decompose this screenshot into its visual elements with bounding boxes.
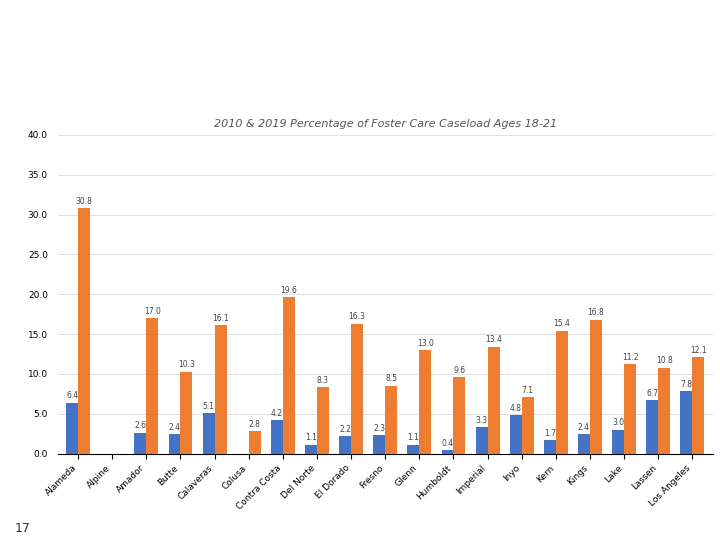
Text: 3.0: 3.0 — [612, 418, 624, 427]
Bar — [612, 430, 624, 454]
Bar — [215, 325, 227, 454]
Text: 19.6: 19.6 — [280, 286, 297, 295]
Text: 8.5: 8.5 — [385, 374, 397, 383]
Bar — [168, 435, 181, 454]
Bar — [317, 388, 329, 454]
Text: 13.4: 13.4 — [485, 335, 502, 345]
Text: 30.8: 30.8 — [76, 197, 92, 206]
Bar — [590, 320, 602, 454]
Text: 2.3: 2.3 — [373, 424, 385, 433]
Text: 2.6: 2.6 — [135, 422, 146, 430]
Bar — [647, 400, 658, 454]
Text: 10.8: 10.8 — [656, 356, 672, 365]
Bar — [351, 323, 363, 454]
Bar — [305, 445, 317, 454]
Bar — [487, 347, 500, 454]
Bar — [476, 427, 487, 454]
Text: 3.3: 3.3 — [475, 416, 487, 425]
Text: 12.1: 12.1 — [690, 346, 706, 355]
Bar — [556, 331, 568, 454]
Title: 2010 & 2019 Percentage of Foster Care Caseload Ages 18-21: 2010 & 2019 Percentage of Foster Care Ca… — [214, 118, 557, 129]
Bar — [624, 364, 636, 454]
Bar — [510, 415, 522, 454]
Text: 6.4: 6.4 — [66, 391, 78, 400]
Text: 6.7: 6.7 — [646, 389, 658, 398]
Text: 16.8: 16.8 — [588, 308, 604, 318]
Bar — [181, 372, 192, 454]
Bar — [658, 368, 670, 454]
Text: 9.6: 9.6 — [454, 366, 466, 375]
Bar — [693, 357, 704, 454]
Bar — [248, 431, 261, 454]
Bar — [78, 208, 90, 454]
Text: 8.3: 8.3 — [317, 376, 329, 385]
Text: 17: 17 — [14, 522, 30, 535]
Text: 17.0: 17.0 — [144, 307, 161, 316]
Text: 0.4: 0.4 — [441, 439, 454, 448]
Text: 10.3: 10.3 — [178, 360, 195, 369]
Bar — [408, 445, 419, 454]
Bar — [522, 397, 534, 454]
Bar — [283, 298, 294, 454]
Text: 1.7: 1.7 — [544, 429, 556, 437]
Bar — [271, 420, 283, 454]
Bar — [202, 413, 215, 454]
Bar — [135, 433, 146, 454]
Bar — [339, 436, 351, 454]
Bar — [146, 318, 158, 454]
Text: 2.8: 2.8 — [248, 420, 261, 429]
Bar — [441, 450, 454, 454]
Text: 2.4: 2.4 — [168, 423, 181, 432]
Bar — [385, 386, 397, 454]
Text: 5.1: 5.1 — [202, 402, 215, 410]
Text: 2.4: 2.4 — [578, 423, 590, 432]
Bar — [680, 392, 693, 454]
Text: 4.2: 4.2 — [271, 409, 283, 418]
Text: 7.1: 7.1 — [522, 386, 534, 395]
Text: 1.1: 1.1 — [408, 434, 419, 442]
Bar — [578, 435, 590, 454]
Text: 1.1: 1.1 — [305, 434, 317, 442]
Bar — [373, 435, 385, 454]
Text: 11.2: 11.2 — [622, 353, 639, 362]
Text: 13.0: 13.0 — [417, 339, 433, 348]
Bar — [454, 377, 465, 454]
Text: 16.1: 16.1 — [212, 314, 229, 323]
Bar — [66, 403, 78, 454]
Text: 4.8: 4.8 — [510, 404, 522, 413]
Text: 7.8: 7.8 — [680, 380, 693, 389]
Text: Are there county differences in the
percentage of foster youth in EFC?: Are there county differences in the perc… — [109, 36, 661, 99]
Text: 15.4: 15.4 — [554, 320, 570, 328]
Text: 16.3: 16.3 — [348, 312, 366, 321]
Text: 2.2: 2.2 — [339, 424, 351, 434]
Bar — [419, 350, 431, 454]
Bar — [544, 440, 556, 454]
